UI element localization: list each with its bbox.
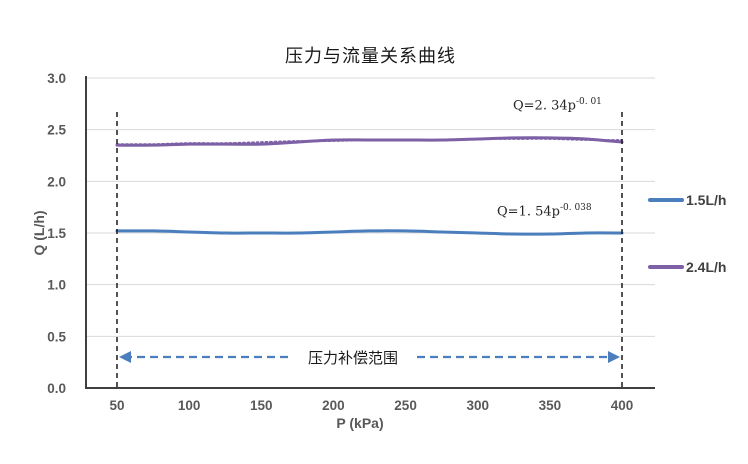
legend-label: 1.5L/h [686, 192, 727, 208]
x-tick-label: 250 [394, 398, 417, 413]
chart-title: 压力与流量关系曲线 [285, 46, 456, 67]
equation-base: Q=2. 34p [513, 98, 576, 114]
x-tick-label: 50 [109, 398, 124, 413]
arrowhead-left-icon [119, 351, 131, 363]
series-2.4L/h power-fit trendline [116, 137, 623, 146]
equation-exponent: -0. 01 [575, 97, 602, 107]
equation-annotation-2.4: Q=2. 34p-0. 01 [513, 97, 602, 113]
legend-item-1.5: 1.5L/h [648, 192, 726, 208]
equation-exponent: -0. 038 [559, 203, 592, 213]
legend-label: 2.4L/h [686, 259, 727, 275]
x-tick-label: 100 [178, 398, 201, 413]
y-axis-title: Q (L/h) [31, 210, 47, 256]
equation-base: Q=1. 54p [497, 204, 560, 220]
legend-line-swatch-purple [648, 265, 684, 269]
y-tick-label: 3.0 [47, 71, 66, 86]
series-1.5L/h [115, 229, 624, 236]
x-tick-label: 350 [539, 398, 562, 413]
x-tick-label: 200 [322, 398, 345, 413]
compensation-range-label: 压力补偿范围 [293, 347, 413, 368]
y-tick-label: 0.5 [47, 329, 66, 344]
x-tick-label: 300 [466, 398, 489, 413]
arrowhead-right-icon [608, 351, 620, 363]
y-tick-label: 1.0 [47, 278, 66, 293]
legend-item-2.4: 2.4L/h [648, 259, 726, 275]
x-tick-label: 400 [611, 398, 634, 413]
legend-line-swatch-blue [648, 198, 684, 202]
y-tick-label: 2.5 [47, 123, 66, 138]
equation-annotation-1.5: Q=1. 54p-0. 038 [497, 203, 592, 219]
y-tick-label: 1.5 [47, 226, 66, 241]
x-axis-title: P (kPa) [336, 415, 384, 431]
y-tick-label: 0.0 [47, 381, 66, 396]
x-tick-label: 150 [250, 398, 273, 413]
y-tick-label: 2.0 [47, 174, 66, 189]
